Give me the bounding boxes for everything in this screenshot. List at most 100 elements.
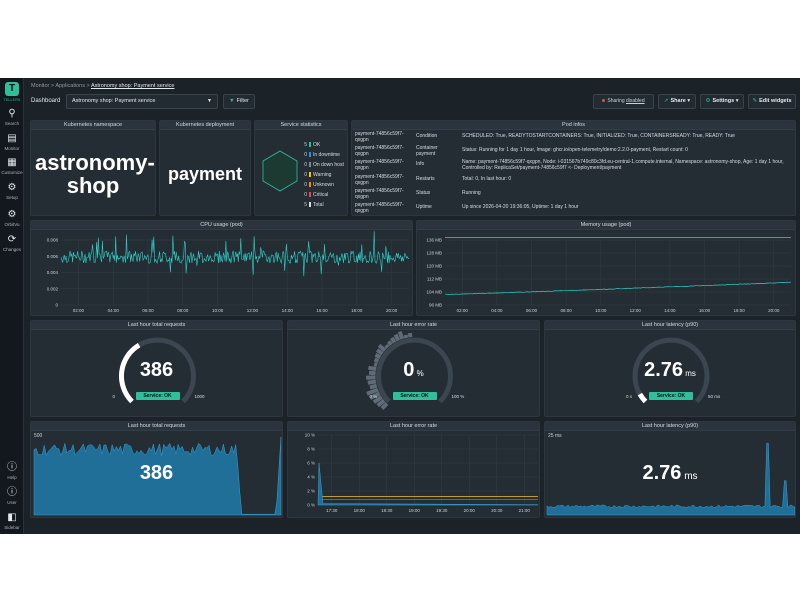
x-tick-label: 04:00 [108, 308, 120, 313]
panel-title: Last hour latency (p90) [545, 422, 795, 431]
x-tick-label: 18:00 [733, 308, 745, 313]
pod-name[interactable]: payment-74856c59f7-qxgpn [355, 159, 404, 171]
y-max-label: 500 [34, 433, 43, 439]
settings-label: Settings [712, 98, 735, 104]
share-button[interactable]: ➚ Share ▾ [658, 94, 696, 109]
requests-graph-value: 386 [139, 462, 174, 484]
x-tick-label: 06:00 [526, 308, 538, 313]
gauge-history-segment [376, 398, 386, 408]
stat-color-swatch [309, 152, 311, 157]
y-tick-label: 0 [55, 303, 58, 308]
sidebar-item-monitor[interactable]: ▤ Monitor [0, 133, 24, 151]
stat-count: 0 [304, 162, 307, 168]
gauge-value-arc [637, 392, 648, 404]
filter-icon: ▼ [229, 98, 235, 104]
deployment-value: payment [167, 164, 243, 184]
x-tick-label: 10:00 [212, 308, 224, 313]
gauge-max-label: 50 ms [708, 394, 721, 399]
sidebar-item-label: OrbitVu [4, 222, 20, 227]
breadcrumb-applications[interactable]: Applications [55, 83, 85, 89]
hexagon-icon [262, 150, 298, 192]
pod-info-key: Restarts [416, 176, 435, 182]
sidebar-item-search[interactable]: ⚲ Search [0, 108, 24, 126]
pod-info-key: Uptime [416, 204, 432, 210]
stat-row[interactable]: 5 OK [301, 142, 320, 148]
gauge-min-label: 0 % [369, 394, 378, 399]
panel-title: Last hour total requests [31, 321, 282, 330]
sidebar-item-changes[interactable]: ⟳ Changes [0, 234, 24, 252]
cpu-usage-chart: 0 0.002 0.004 0.006 0.008 02:00 04:00 06:00 08:0… [47, 231, 410, 313]
pod-name[interactable]: payment-74856c59f7-qxgpn [355, 174, 404, 186]
stat-row[interactable]: 0 In downtime [301, 152, 340, 158]
latency-gauge-panel: Last hour latency (p90) 2.76 ms Service: O… [544, 320, 796, 417]
sidebar-item-setup[interactable]: ⚙ Setup [0, 182, 24, 200]
cpu-usage-panel: CPU usage (pod) 0 0.002 0.004 0.006 0.008 02:… [30, 220, 413, 316]
pod-info-value: Up since 2026-04-20 19:36:05, Uptime: 1 … [462, 204, 579, 210]
x-tick-label: 04:00 [491, 308, 503, 313]
pod-name[interactable]: payment-74856c59f7-qxgpn [355, 202, 404, 214]
sidebar-item-customize[interactable]: ▦ Customize [0, 157, 24, 175]
stat-color-swatch [309, 192, 311, 197]
settings-button[interactable]: ⚙ Settings ▾ [700, 94, 744, 109]
sharing-status[interactable]: Sharing disabled [593, 94, 654, 109]
sidebar-item-label: Sidebar [4, 525, 20, 530]
x-tick-label: 14:00 [282, 308, 294, 313]
panel-title: Service statistics [255, 121, 347, 130]
sidebar-item-sidebar-toggle[interactable]: ◧ Sidebar [0, 512, 24, 530]
error-rate-graph-panel: Last hour error rate 0 % 2 % 4 % 6 % 8 % 10 %… [287, 421, 540, 518]
search-icon: ⚲ [8, 108, 16, 119]
toolbar: Dashboard Astronomy shop: Payment servic… [31, 94, 796, 109]
stat-row[interactable]: 5 Total [301, 202, 324, 208]
pod-name[interactable]: payment-74856c59f7-qxgpn [355, 131, 404, 143]
gauge-min-label: 0 [112, 394, 116, 399]
logo[interactable]: T TELLERS [0, 82, 24, 102]
gauge-max-label: 100 % [451, 394, 465, 399]
status-dot-icon [602, 99, 606, 103]
x-tick-label: 16:00 [316, 308, 328, 313]
gauge-history-segment [367, 379, 377, 385]
dashboard-select[interactable]: Astronomy shop: Payment service ▼ [66, 94, 218, 109]
pod-name[interactable]: payment-74856c59f7-qxgpn [355, 145, 404, 157]
logo-mark-icon: T [5, 82, 19, 96]
gauge-track [632, 337, 710, 404]
gauge-unit: % [416, 369, 424, 378]
x-tick-label: 18:00 [354, 508, 366, 513]
logo-text: TELLERS [3, 98, 21, 102]
sidebar-item-user[interactable]: ⓘ User [0, 487, 24, 505]
breadcrumb-current[interactable]: Astronomy shop: Payment service [90, 83, 175, 89]
dashboard-label: Dashboard [31, 98, 61, 104]
edit-widgets-button[interactable]: ✎ Edit widgets [748, 94, 796, 109]
panel-title: Last hour error rate [288, 422, 539, 431]
gauge-history-segment [390, 336, 397, 344]
y-tick-label: 4 % [307, 475, 315, 480]
sidebar-item-orbitvu[interactable]: ⚙ OrbitVu [0, 209, 24, 227]
pod-info-key: Info [416, 161, 425, 167]
x-tick-label: 16:00 [699, 308, 711, 313]
pod-info-value: SCHEDULED: True, READYTOSTARTCONTAINERS:… [462, 133, 735, 139]
error-rate-area [317, 462, 539, 506]
gauge-history-segment [372, 395, 383, 404]
gauge-max-label: 1000 [194, 394, 205, 399]
stat-row[interactable]: 0 Critical [301, 192, 328, 198]
x-tick-label: 08:00 [560, 308, 572, 313]
edit-widgets-label: Edit widgets [759, 98, 792, 104]
gear-icon: ⚙ [705, 98, 711, 104]
panel-title: Last hour total requests [31, 422, 282, 431]
edit-icon: ✎ [752, 98, 758, 104]
y-tick-label: 128 MB [426, 251, 442, 256]
status-badge: Service: OK [392, 392, 437, 400]
stat-row[interactable]: 0 On down host [301, 162, 344, 168]
gauge-value: 0 % [288, 359, 539, 382]
y-tick-label: 6 % [307, 461, 315, 466]
x-tick-label: 18:30 [381, 508, 393, 513]
pod-name[interactable]: payment-74856c59f7-qxgpn [355, 188, 404, 200]
info-icon: ⓘ [7, 487, 17, 498]
stat-row[interactable]: 0 Warning [301, 172, 331, 178]
filter-button[interactable]: ▼ Filter [223, 94, 255, 109]
gauge-track [376, 337, 453, 404]
breadcrumb-monitor[interactable]: Monitor [31, 83, 50, 89]
x-tick-label: 06:00 [142, 308, 154, 313]
gauge-value-number: 386 [139, 359, 174, 381]
stat-row[interactable]: 0 Unknown [301, 182, 334, 188]
sidebar-item-help[interactable]: ⓘ Help [0, 462, 24, 480]
